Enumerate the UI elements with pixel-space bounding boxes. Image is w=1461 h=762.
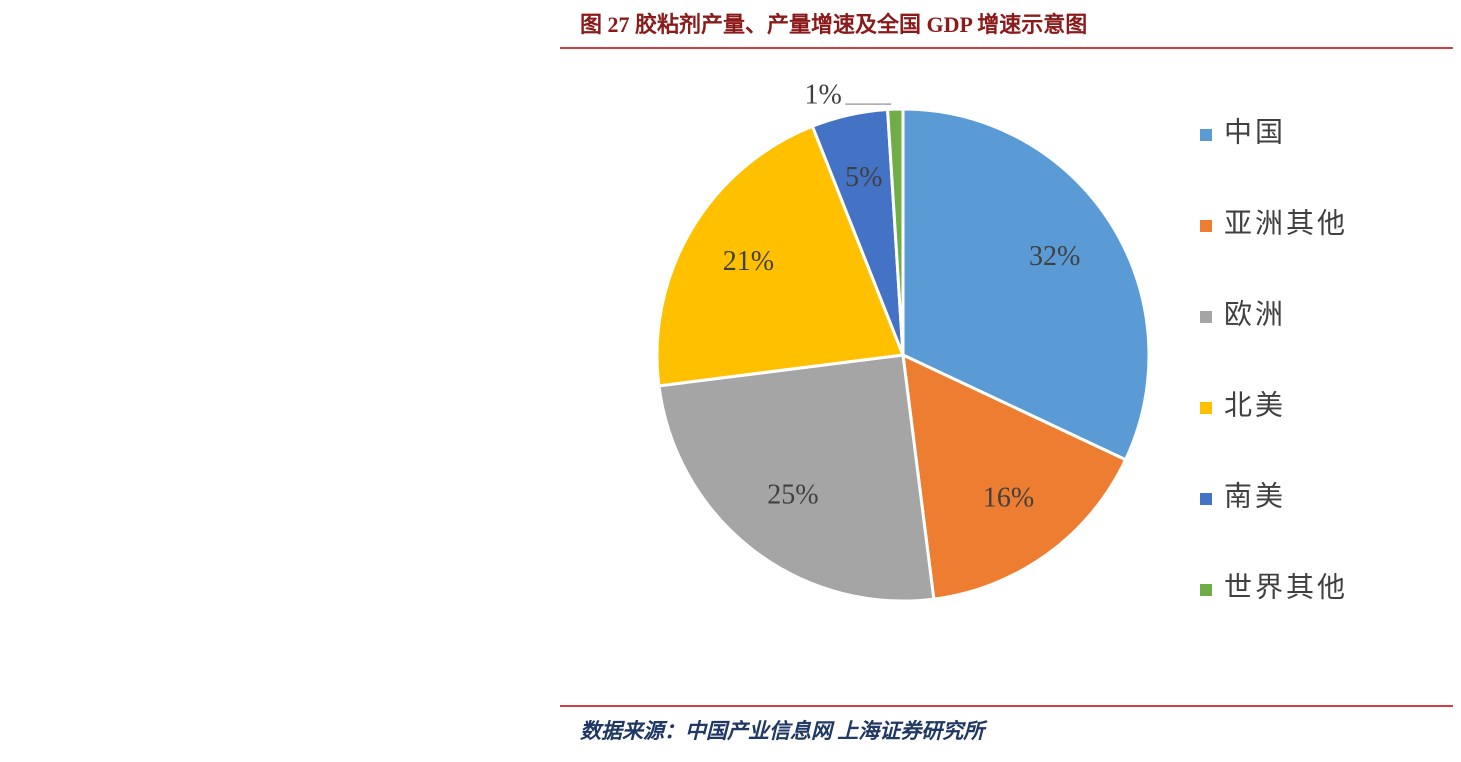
pie-slice	[885, 107, 905, 356]
data-label: 5%	[845, 162, 882, 193]
data-label: 16%	[983, 483, 1034, 514]
data-label: 25%	[767, 479, 818, 510]
data-label: 21%	[723, 246, 774, 277]
legend-label: 南美	[1224, 480, 1286, 512]
legend-swatch	[1200, 311, 1212, 323]
data-label: 1%	[805, 80, 842, 111]
legend-swatch	[1200, 129, 1212, 141]
pie-slice	[901, 352, 1128, 601]
pie-slice	[901, 107, 1151, 462]
pie-slice	[657, 353, 936, 603]
legend-label: 欧洲	[1224, 298, 1286, 330]
chart-title: 图 27 胶粘剂产量、产量增速及全国 GDP 增速示意图	[580, 12, 1087, 37]
source-note: 数据来源：中国产业信息网 上海证券研究所	[580, 719, 988, 743]
legend-swatch	[1200, 220, 1212, 232]
legend-label: 亚洲其他	[1224, 207, 1348, 239]
legend-swatch	[1200, 402, 1212, 414]
legend-swatch	[1200, 584, 1212, 596]
legend-label: 中国	[1224, 116, 1286, 148]
data-label: 32%	[1029, 241, 1080, 272]
legend-swatch	[1200, 493, 1212, 505]
legend-label: 世界其他	[1224, 571, 1348, 603]
pie-slice	[655, 124, 906, 388]
legend-label: 北美	[1224, 389, 1286, 421]
